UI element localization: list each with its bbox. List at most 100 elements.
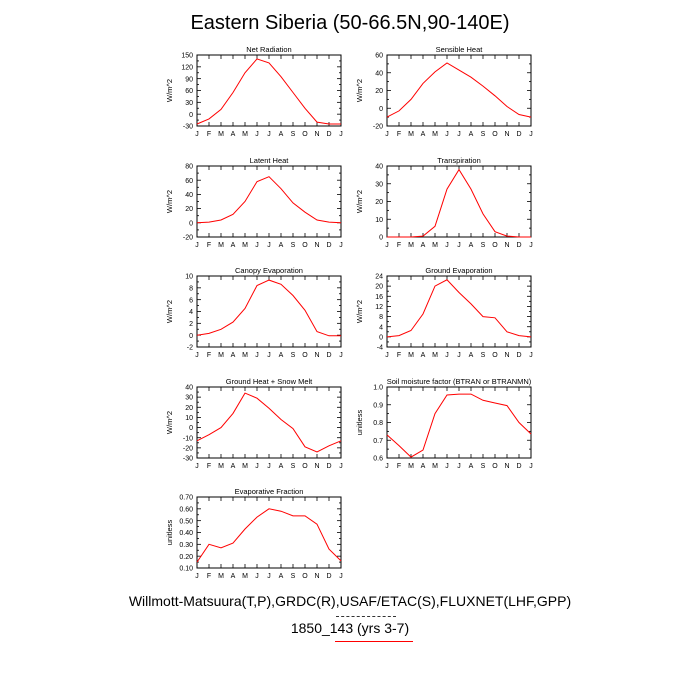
x-tick-label: J (195, 463, 199, 470)
x-tick-label: A (279, 352, 284, 359)
y-axis-label: unitless (165, 520, 174, 546)
x-tick-label: A (279, 463, 284, 470)
figure-title: Eastern Siberia (50-66.5N,90-140E) (190, 12, 510, 34)
x-tick-label: O (302, 131, 308, 138)
y-tick-label: 20 (375, 199, 383, 206)
x-tick-label: F (397, 463, 401, 470)
y-tick-label: -20 (373, 124, 383, 131)
x-tick-label: S (481, 352, 486, 359)
x-tick-label: A (421, 463, 426, 470)
x-tick-label: N (504, 242, 509, 249)
plot-frame (196, 275, 342, 348)
y-tick-label: 90 (185, 76, 193, 83)
x-tick-label: O (492, 131, 498, 138)
y-tick-label: 30 (185, 395, 193, 402)
x-tick-label: M (408, 131, 414, 138)
x-tick-label: M (408, 463, 414, 470)
x-tick-label: N (504, 352, 509, 359)
x-tick-label: A (469, 352, 474, 359)
panel-title: Canopy Evaporation (235, 266, 303, 275)
y-tick-label: 40 (375, 70, 383, 77)
y-tick-label: 8 (189, 285, 193, 292)
y-tick-label: 30 (185, 100, 193, 107)
y-tick-label: 0.30 (179, 542, 193, 549)
x-tick-label: J (339, 131, 343, 138)
x-tick-label: F (207, 352, 211, 359)
y-tick-label: 60 (185, 88, 193, 95)
x-tick-label: S (291, 131, 296, 138)
x-tick-label: D (326, 573, 331, 580)
plot-frame (386, 54, 532, 127)
x-tick-label: J (339, 463, 343, 470)
y-tick-label: 1.0 (373, 385, 383, 392)
x-tick-label: O (302, 242, 308, 249)
x-tick-label: J (267, 242, 271, 249)
y-tick-label: 10 (185, 274, 193, 281)
y-tick-label: 20 (375, 88, 383, 95)
y-tick-label: 0.10 (179, 566, 193, 573)
y-tick-label: -2 (187, 345, 193, 352)
y-tick-label: 0.70 (179, 495, 193, 502)
x-tick-label: J (267, 573, 271, 580)
y-tick-label: 12 (375, 304, 383, 311)
panel-title: Soil moisture factor (BTRAN or BTRANMN) (387, 377, 532, 386)
panel-title: Net Radiation (246, 45, 291, 54)
x-tick-label: J (339, 352, 343, 359)
plot-frame (386, 275, 532, 348)
x-tick-label: N (504, 131, 509, 138)
y-tick-label: -30 (183, 456, 193, 463)
y-tick-label: 40 (375, 164, 383, 171)
x-tick-label: A (231, 463, 236, 470)
panel-title: Evaporative Fraction (235, 487, 304, 496)
x-tick-label: M (242, 131, 248, 138)
x-tick-label: J (195, 573, 199, 580)
x-tick-label: J (195, 242, 199, 249)
y-tick-label: 0 (189, 220, 193, 227)
y-axis-label: W/m^2 (165, 79, 174, 102)
x-tick-label: J (267, 131, 271, 138)
x-tick-label: A (279, 242, 284, 249)
y-axis-label: W/m^2 (355, 300, 364, 323)
series-line (196, 176, 342, 224)
y-tick-label: 0.6 (373, 456, 383, 463)
x-tick-label: J (255, 573, 259, 580)
y-axis-label: W/m^2 (165, 300, 174, 323)
x-tick-label: O (492, 463, 498, 470)
legend-model-line (335, 641, 413, 642)
x-tick-label: J (445, 131, 449, 138)
x-tick-label: J (529, 131, 533, 138)
x-tick-label: O (302, 573, 308, 580)
x-tick-label: M (242, 463, 248, 470)
x-tick-label: J (339, 573, 343, 580)
y-tick-label: 60 (185, 178, 193, 185)
series-line (387, 168, 531, 238)
x-tick-label: M (432, 131, 438, 138)
x-tick-label: F (397, 352, 401, 359)
x-tick-label: J (529, 463, 533, 470)
x-tick-label: N (314, 463, 319, 470)
x-tick-label: A (231, 573, 236, 580)
y-tick-label: 60 (375, 53, 383, 60)
x-tick-label: N (314, 242, 319, 249)
x-tick-label: J (457, 463, 461, 470)
chart-panel: Ground Heat + Snow Melt W/m^2 -30 -20 -10 0 10… (165, 377, 343, 470)
y-tick-label: 16 (375, 294, 383, 301)
y-tick-label: -4 (377, 345, 383, 352)
x-tick-label: J (445, 242, 449, 249)
x-tick-label: O (492, 242, 498, 249)
x-tick-label: S (291, 242, 296, 249)
case-caption: 1850_143 (yrs 3-7) (290, 620, 410, 636)
x-tick-label: D (326, 352, 331, 359)
x-tick-label: J (385, 242, 389, 249)
x-tick-label: A (279, 573, 284, 580)
y-tick-label: 0.8 (373, 420, 383, 427)
y-axis-label: W/m^2 (165, 411, 174, 434)
x-tick-label: A (231, 242, 236, 249)
y-axis-label: W/m^2 (355, 79, 364, 102)
x-tick-label: S (291, 463, 296, 470)
series-line (196, 58, 341, 125)
x-tick-label: S (291, 352, 296, 359)
